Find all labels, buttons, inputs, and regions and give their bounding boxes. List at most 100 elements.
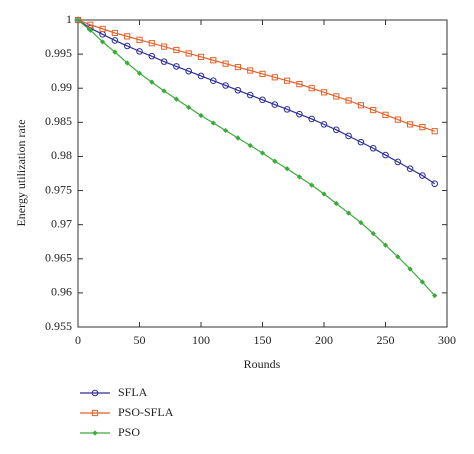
marker — [160, 58, 168, 65]
y-tick-label: 0.97 — [51, 216, 72, 230]
marker — [112, 49, 118, 55]
marker — [99, 39, 106, 45]
x-axis-label: Rounds — [244, 357, 281, 371]
marker — [124, 60, 130, 66]
y-tick-label: 0.975 — [45, 182, 72, 196]
marker — [136, 70, 143, 76]
marker — [308, 115, 316, 123]
marker — [419, 172, 426, 179]
legend-marker — [92, 430, 98, 436]
marker — [186, 104, 192, 110]
marker — [234, 63, 242, 71]
marker — [87, 27, 93, 33]
y-tick-label: 0.99 — [51, 80, 72, 94]
marker — [148, 40, 155, 47]
marker — [123, 42, 131, 50]
marker — [394, 116, 401, 123]
marker — [370, 106, 377, 114]
marker — [99, 25, 106, 32]
marker — [394, 158, 402, 166]
plot-frame — [77, 19, 448, 328]
marker — [246, 91, 254, 99]
marker — [370, 230, 376, 237]
marker — [382, 242, 389, 248]
marker — [161, 88, 167, 94]
x-tick-label: 300 — [438, 333, 456, 347]
marker — [407, 121, 414, 128]
marker — [358, 219, 364, 226]
x-tick-label: 150 — [254, 333, 272, 347]
marker — [431, 128, 438, 135]
marker — [210, 120, 216, 126]
marker — [148, 52, 156, 60]
y-tick-label: 0.96 — [51, 285, 72, 299]
marker — [210, 57, 217, 64]
marker — [382, 151, 389, 159]
marker — [431, 180, 439, 188]
marker — [259, 96, 266, 104]
marker — [173, 96, 180, 102]
legend-label: PSO-SFLA — [118, 405, 174, 419]
marker — [333, 93, 340, 100]
marker — [87, 21, 94, 28]
marker — [406, 165, 414, 173]
marker — [198, 112, 204, 119]
marker — [357, 138, 365, 146]
marker — [111, 37, 119, 44]
marker — [222, 82, 229, 89]
marker — [247, 142, 253, 149]
marker — [161, 43, 168, 50]
marker — [272, 158, 278, 164]
legend-marker — [91, 389, 99, 397]
x-tick-label: 100 — [192, 333, 210, 347]
x-tick-label: 0 — [75, 333, 81, 347]
marker — [345, 210, 352, 216]
marker — [308, 85, 315, 92]
marker — [333, 126, 340, 134]
marker — [321, 191, 327, 197]
marker — [136, 48, 143, 55]
marker — [333, 200, 339, 207]
marker — [111, 29, 119, 37]
marker — [432, 292, 438, 299]
marker — [369, 144, 377, 152]
marker — [124, 33, 131, 40]
legend-label: PSO — [118, 425, 140, 439]
marker — [173, 46, 180, 54]
y-tick-label: 0.995 — [45, 46, 72, 60]
y-tick-label: 1 — [66, 12, 72, 26]
marker — [271, 101, 279, 108]
marker — [173, 63, 180, 70]
y-tick-label: 0.985 — [45, 114, 72, 128]
marker — [407, 266, 413, 272]
marker — [185, 67, 192, 75]
marker — [136, 36, 143, 43]
marker — [185, 50, 192, 57]
marker — [345, 132, 352, 140]
marker — [259, 70, 266, 77]
marker — [149, 79, 155, 85]
marker — [296, 110, 303, 118]
x-tick-label: 50 — [134, 333, 146, 347]
marker — [284, 77, 291, 84]
marker — [357, 102, 364, 109]
marker — [283, 106, 291, 113]
x-tick-label: 250 — [377, 333, 395, 347]
marker — [345, 97, 352, 104]
marker — [320, 89, 328, 96]
marker — [210, 77, 217, 85]
y-tick-label: 0.955 — [45, 319, 72, 333]
marker — [320, 121, 328, 128]
y-axis-label: Energy utilization rate — [14, 119, 28, 226]
marker — [296, 174, 303, 180]
marker — [197, 53, 205, 60]
marker — [271, 74, 278, 81]
marker — [235, 135, 241, 141]
y-tick-label: 0.98 — [51, 148, 72, 162]
legend-marker — [91, 409, 99, 417]
marker — [197, 72, 205, 80]
marker — [247, 67, 254, 74]
marker — [395, 254, 401, 260]
marker — [419, 124, 426, 131]
